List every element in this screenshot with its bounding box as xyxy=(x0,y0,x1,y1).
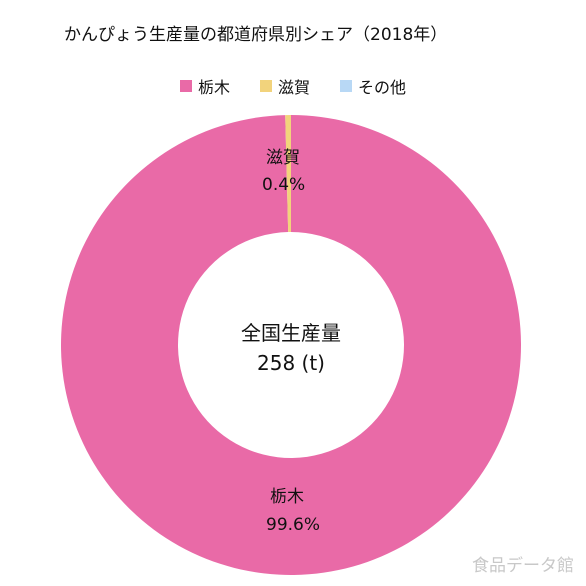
legend: 栃木 滋賀 その他 xyxy=(0,74,586,98)
legend-item-shiga: 滋賀 xyxy=(259,74,310,98)
watermark: 食品データ館 xyxy=(472,556,574,576)
legend-swatch-tochigi xyxy=(179,80,192,92)
center-label-value: 258 (t) xyxy=(257,351,325,375)
slice-value-label-tochigi: 99.6% xyxy=(266,515,320,535)
slice-value-label-shiga: 0.4% xyxy=(262,175,305,195)
legend-label-other: その他 xyxy=(358,78,407,97)
legend-item-tochigi: 栃木 xyxy=(179,74,230,98)
slice-labels: 栃木 99.6% 滋賀 0.4% xyxy=(262,148,320,535)
chart-title: かんぴょう生産量の都道府県別シェア（2018年） xyxy=(64,25,448,45)
slice-name-label-tochigi: 栃木 xyxy=(270,487,304,507)
slice-tochigi xyxy=(61,115,521,576)
legend-label-tochigi: 栃木 xyxy=(197,78,230,97)
slice-name-label-shiga: 滋賀 xyxy=(266,148,300,168)
legend-swatch-other xyxy=(340,80,352,92)
donut-slices xyxy=(61,115,521,576)
legend-label-shiga: 滋賀 xyxy=(277,78,310,97)
legend-item-other: その他 xyxy=(340,74,406,98)
center-label-title: 全国生産量 xyxy=(241,321,341,345)
legend-swatch-shiga xyxy=(259,80,272,92)
slice-shiga xyxy=(285,115,291,233)
